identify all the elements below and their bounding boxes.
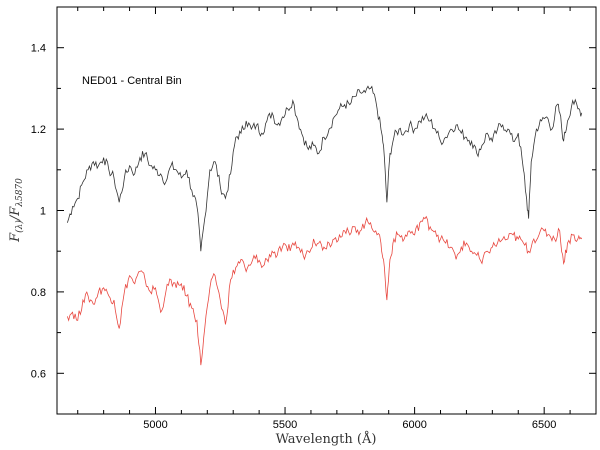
x-tick-label: 5000 <box>143 419 167 431</box>
annotation-label: NED01 - Central Bin <box>82 75 182 87</box>
x-tick-label: 6000 <box>402 419 426 431</box>
plot-frame <box>56 6 597 415</box>
y-tick-label: 0.8 <box>31 287 46 299</box>
spectrum-line-red <box>66 215 583 366</box>
series-group <box>66 85 583 366</box>
y-axis-title-main: F <box>8 232 23 243</box>
y-axis-title: F(λ)/Fλ5870 <box>8 178 25 243</box>
y-tick-label: 0.6 <box>31 368 46 380</box>
x-tick-label: 6500 <box>532 419 556 431</box>
svg-text:F(λ)/Fλ5870: F(λ)/Fλ5870 <box>8 178 25 243</box>
y-axis-title-sub: (λ) <box>14 220 25 233</box>
y-tick-label: 1.4 <box>31 43 46 55</box>
y-axis-title-den: /F <box>8 206 23 222</box>
y-axis-title-den-sub: λ5870 <box>15 178 25 208</box>
x-axis-title: Wavelength (Å) <box>276 431 377 447</box>
y-tick-label: 1.2 <box>31 124 46 136</box>
x-tick-label: 5500 <box>273 419 297 431</box>
tick-group: 5000 5500 6000 6500 0.6 0.8 1 1.2 1.4 <box>31 7 596 431</box>
spectrum-line-black <box>66 85 583 252</box>
y-tick-label: 1 <box>40 206 46 218</box>
